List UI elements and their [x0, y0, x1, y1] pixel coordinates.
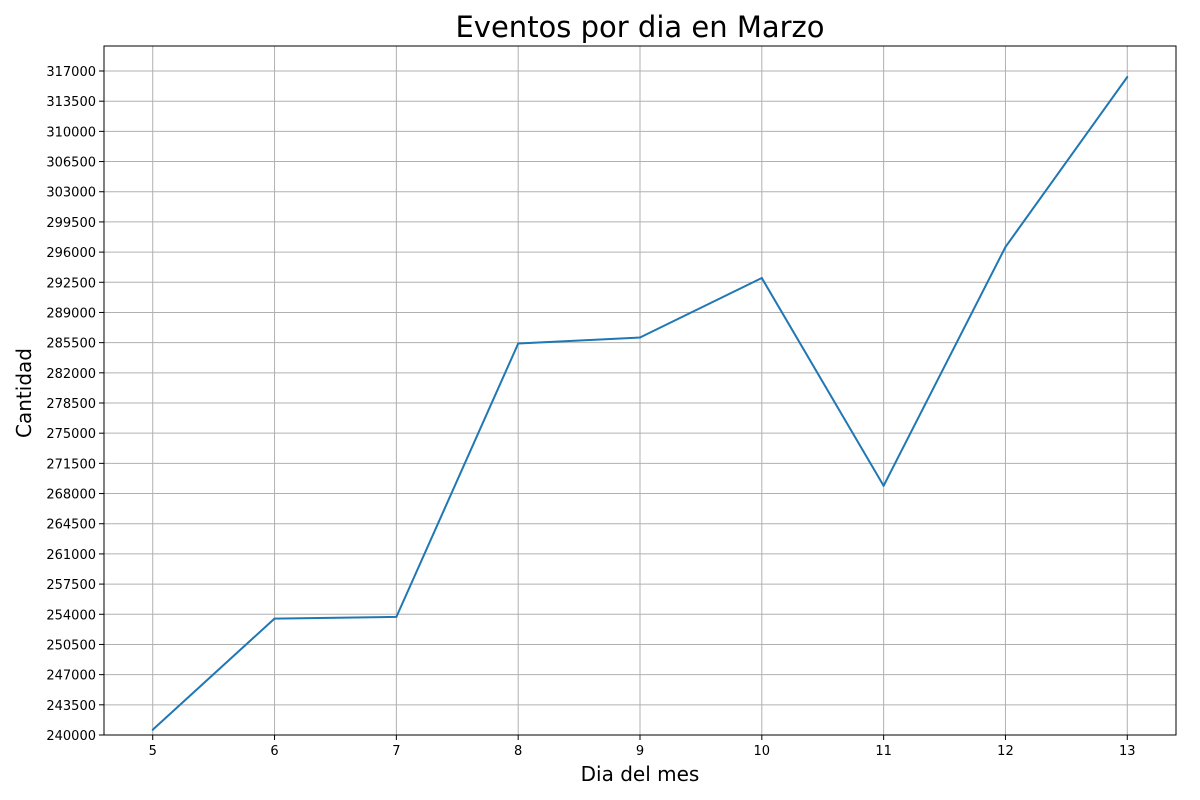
data-point — [395, 615, 398, 618]
grid-lines — [104, 46, 1176, 736]
y-tick-label: 268000 — [46, 488, 96, 503]
y-tick-label: 317000 — [46, 65, 96, 80]
y-tick-label: 240000 — [46, 729, 96, 744]
data-point — [151, 728, 154, 731]
x-tick-label: 6 — [270, 744, 278, 759]
y-tick-label: 282000 — [46, 367, 96, 382]
y-tick-label: 278500 — [46, 397, 96, 412]
y-axis-label: Cantidad — [12, 348, 36, 438]
x-axis-label: Dia del mes — [581, 762, 700, 786]
y-tick-label: 289000 — [46, 306, 96, 321]
x-tick-label: 11 — [875, 744, 892, 759]
y-tick-label: 299500 — [46, 216, 96, 231]
data-point — [517, 342, 520, 345]
y-tick-label: 250500 — [46, 638, 96, 653]
x-axis-ticks: 5 6 7 8 9 10 11 12 13 — [149, 735, 1136, 759]
y-tick-label: 261000 — [46, 548, 96, 563]
x-tick-label: 7 — [392, 744, 400, 759]
y-tick-label: 257500 — [46, 578, 96, 593]
chart-title: Eventos por dia en Marzo — [455, 10, 824, 44]
data-point — [1004, 245, 1007, 248]
series-layer — [151, 76, 1129, 731]
y-tick-label: 247000 — [46, 669, 96, 684]
y-tick-label: 306500 — [46, 156, 96, 171]
data-point — [1126, 76, 1129, 79]
y-tick-label: 313500 — [46, 95, 96, 110]
data-point — [273, 617, 276, 620]
y-tick-label: 310000 — [46, 125, 96, 140]
y-tick-label: 292500 — [46, 276, 96, 291]
y-tick-label: 264500 — [46, 518, 96, 533]
x-tick-label: 12 — [997, 744, 1014, 759]
y-tick-label: 275000 — [46, 427, 96, 442]
x-tick-label: 10 — [754, 744, 771, 759]
y-axis-ticks: 240000 243500 247000 250500 254000 257500 2610… — [46, 65, 104, 744]
plot-frame — [103, 45, 1177, 736]
y-tick-label: 271500 — [46, 457, 96, 472]
x-tick-label: 8 — [514, 744, 522, 759]
y-tick-label: 296000 — [46, 246, 96, 261]
x-tick-label: 9 — [636, 744, 644, 759]
y-tick-label: 254000 — [46, 608, 96, 623]
data-point — [760, 276, 763, 279]
data-point — [882, 484, 885, 487]
y-tick-label: 285500 — [46, 337, 96, 352]
data-point — [639, 336, 641, 339]
x-tick-label: 5 — [149, 744, 157, 759]
x-tick-label: 13 — [1119, 744, 1136, 759]
y-tick-label: 303000 — [46, 186, 96, 201]
y-tick-label: 243500 — [46, 699, 96, 714]
